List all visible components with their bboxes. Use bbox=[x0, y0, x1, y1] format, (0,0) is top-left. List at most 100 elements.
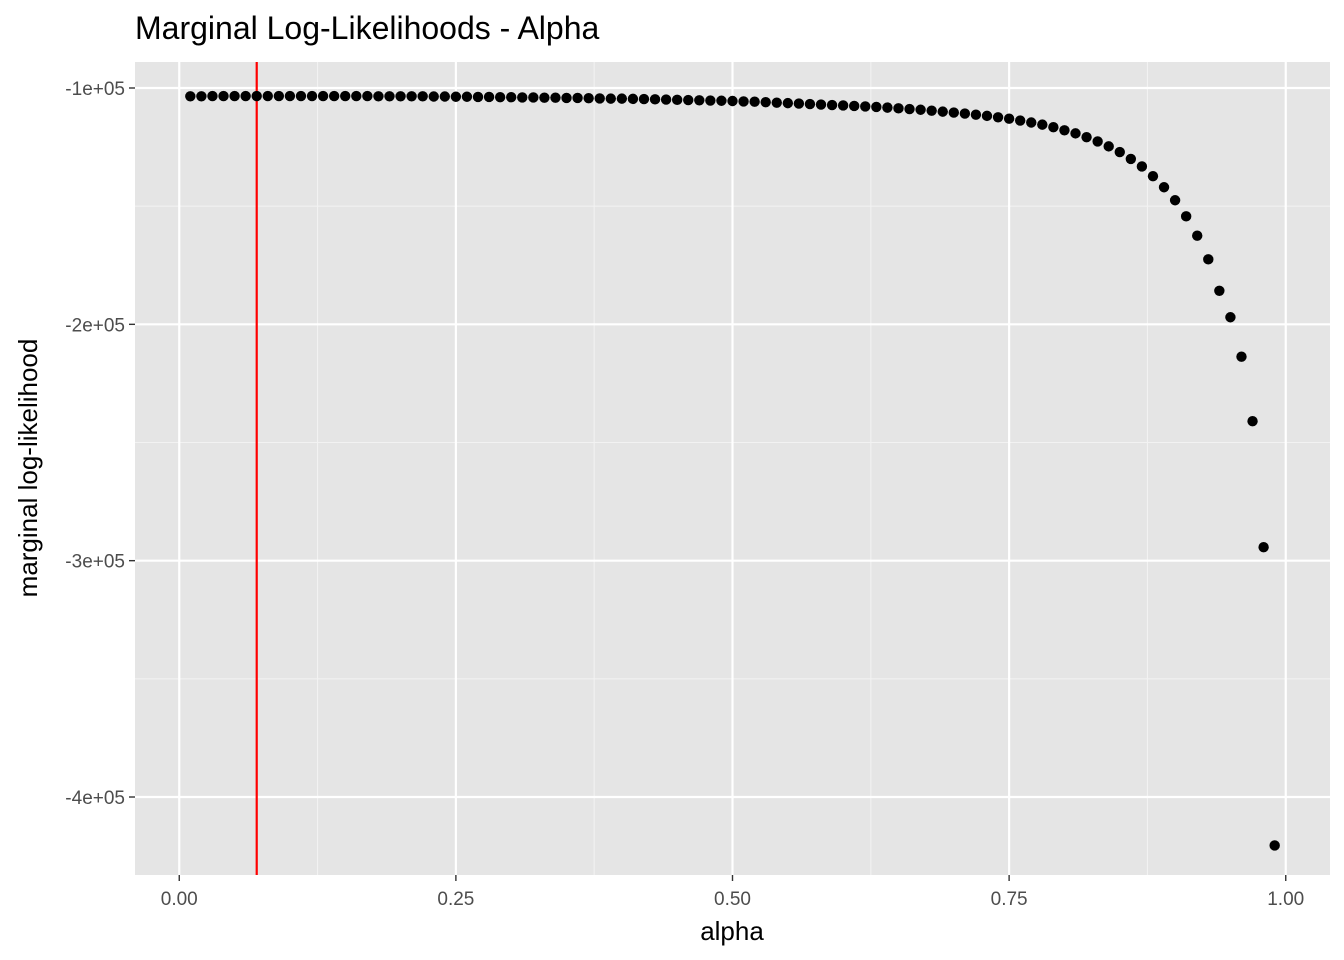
data-point bbox=[284, 90, 296, 102]
data-point bbox=[815, 99, 827, 110]
data-point bbox=[1269, 840, 1280, 851]
x-tick-label: 0.50 bbox=[714, 889, 751, 910]
y-axis-ticks: -1e+05 -2e+05 -3e+05 -4e+05 bbox=[65, 79, 135, 809]
data-point bbox=[1258, 542, 1269, 553]
data-point bbox=[229, 90, 240, 102]
y-tick-label: -2e+05 bbox=[65, 315, 125, 336]
data-point bbox=[871, 101, 882, 113]
y-tick-label: -1e+05 bbox=[65, 79, 125, 100]
data-point bbox=[351, 90, 362, 102]
data-point bbox=[483, 91, 495, 103]
data-point bbox=[273, 90, 285, 102]
data-point bbox=[1103, 141, 1114, 152]
data-points bbox=[185, 90, 1280, 851]
data-point bbox=[1081, 131, 1092, 143]
data-point bbox=[660, 94, 672, 105]
data-point bbox=[1070, 128, 1081, 139]
data-point bbox=[760, 96, 771, 108]
data-point bbox=[1247, 416, 1258, 427]
data-point bbox=[716, 95, 727, 106]
data-point bbox=[240, 90, 251, 102]
major-gridlines bbox=[135, 62, 1330, 875]
data-point bbox=[472, 91, 484, 103]
data-point bbox=[727, 95, 738, 107]
data-point bbox=[373, 91, 384, 102]
data-point bbox=[406, 91, 417, 102]
data-point bbox=[428, 91, 439, 102]
x-tick-label: 0.75 bbox=[991, 889, 1028, 910]
data-point bbox=[804, 98, 816, 110]
data-point bbox=[749, 96, 760, 107]
data-point bbox=[937, 106, 948, 117]
data-point bbox=[649, 94, 661, 105]
data-point bbox=[1203, 254, 1214, 265]
data-point bbox=[627, 93, 639, 105]
data-point bbox=[1236, 351, 1247, 362]
data-point bbox=[1092, 136, 1103, 147]
data-point bbox=[306, 90, 318, 102]
data-point bbox=[461, 91, 473, 102]
data-point bbox=[1003, 113, 1015, 124]
data-point bbox=[218, 90, 229, 102]
data-point bbox=[1136, 161, 1148, 172]
data-point bbox=[1114, 146, 1125, 158]
data-point bbox=[1048, 122, 1059, 133]
data-point bbox=[904, 103, 915, 115]
data-point bbox=[1026, 117, 1037, 128]
data-point bbox=[860, 101, 871, 112]
data-point bbox=[295, 90, 307, 102]
data-point bbox=[1059, 125, 1070, 136]
data-point bbox=[439, 91, 451, 102]
data-point bbox=[826, 99, 838, 111]
data-point bbox=[671, 94, 683, 106]
data-point bbox=[251, 90, 262, 102]
data-point bbox=[262, 90, 273, 102]
data-point bbox=[517, 92, 528, 103]
data-point bbox=[738, 96, 749, 107]
data-point bbox=[893, 103, 904, 114]
data-point bbox=[981, 110, 993, 122]
data-point bbox=[561, 92, 572, 104]
data-point bbox=[683, 94, 694, 106]
data-point bbox=[882, 102, 893, 113]
data-point bbox=[1158, 182, 1170, 193]
data-point bbox=[572, 92, 583, 104]
x-axis-ticks: 0.00 0.25 0.50 0.75 1.00 bbox=[161, 875, 1304, 910]
data-point bbox=[384, 91, 395, 102]
data-point bbox=[1169, 195, 1181, 206]
data-point bbox=[550, 92, 561, 103]
data-point bbox=[970, 109, 982, 120]
data-point bbox=[948, 107, 959, 118]
data-point bbox=[196, 91, 207, 102]
data-point bbox=[1125, 153, 1137, 165]
data-point bbox=[616, 93, 628, 104]
chart-title: Marginal Log-Likelihoods - Alpha bbox=[135, 10, 599, 46]
data-point bbox=[494, 92, 506, 103]
data-point bbox=[849, 100, 860, 112]
data-point bbox=[605, 93, 616, 104]
data-point bbox=[583, 92, 594, 104]
data-point bbox=[1192, 230, 1203, 241]
data-point bbox=[1037, 119, 1048, 130]
x-tick-label: 0.00 bbox=[161, 889, 198, 910]
data-point bbox=[1214, 285, 1225, 296]
data-point bbox=[450, 91, 462, 102]
data-point bbox=[417, 91, 428, 102]
data-point bbox=[528, 92, 539, 103]
data-point bbox=[1014, 115, 1026, 126]
data-point bbox=[539, 92, 550, 103]
data-point bbox=[782, 97, 794, 109]
x-axis-title: alpha bbox=[700, 916, 764, 946]
data-point bbox=[395, 91, 406, 102]
data-point bbox=[926, 105, 937, 116]
data-point bbox=[317, 90, 329, 102]
data-point bbox=[705, 95, 716, 106]
data-point bbox=[915, 104, 926, 115]
data-point bbox=[340, 90, 351, 102]
data-point bbox=[594, 93, 605, 104]
y-axis-title: marginal log-likelihood bbox=[13, 339, 43, 598]
data-point bbox=[1147, 170, 1159, 182]
data-point bbox=[1180, 211, 1192, 222]
data-point bbox=[1225, 312, 1236, 323]
x-tick-label: 0.25 bbox=[437, 889, 474, 910]
